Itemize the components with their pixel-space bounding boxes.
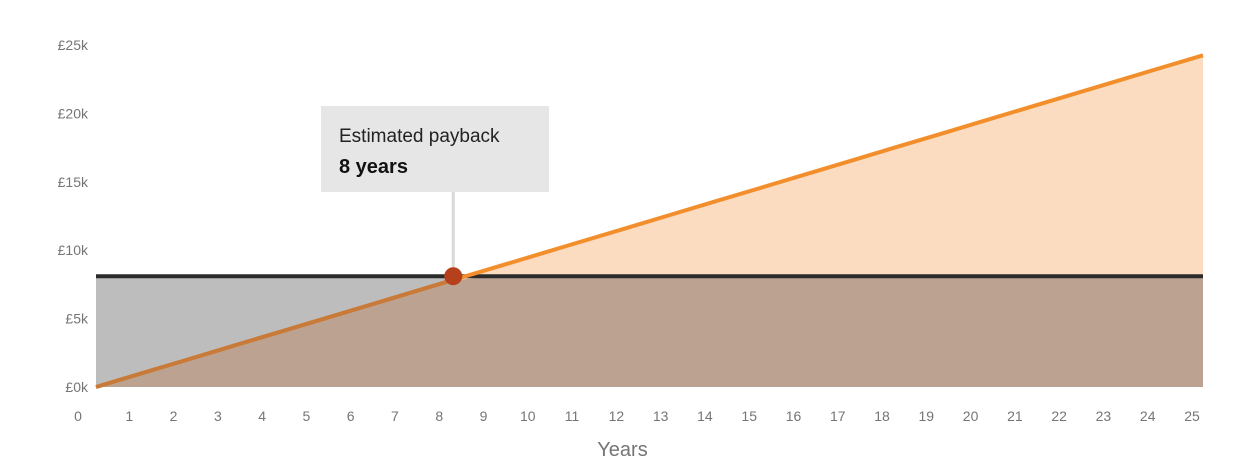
overlap-area [96,276,1203,387]
x-tick-label: 14 [697,408,713,424]
y-tick-label: £15k [58,174,89,190]
x-tick-label: 13 [653,408,669,424]
tooltip-box [321,106,549,192]
x-tick-label: 21 [1007,408,1023,424]
y-tick-label: £25k [58,37,89,53]
x-axis-title: Years [597,439,647,461]
x-tick-label: 0 [74,408,82,424]
x-tick-label: 5 [303,408,311,424]
y-tick-label: £20k [58,105,89,121]
x-tick-label: 12 [609,408,625,424]
x-tick-label: 7 [391,408,399,424]
savings-line-overlap [95,278,451,389]
x-tick-label: 11 [565,408,580,424]
x-tick-label: 1 [125,408,133,424]
tooltip-title: Estimated payback [339,126,500,147]
x-tick-label: 4 [258,408,266,424]
payback-point-marker[interactable] [444,267,463,286]
x-tick-label: 16 [786,408,802,424]
x-tick-label: 3 [214,408,222,424]
x-tick-label: 6 [347,408,355,424]
x-tick-label: 2 [170,408,178,424]
x-tick-label: 20 [963,408,979,424]
tooltip-value: 8 years [339,156,408,178]
y-tick-label: £10k [58,242,89,258]
x-axis: 0 1 2 3 4 5 6 7 8 9 10 11 12 13 14 15 16 17 18 19 20 21 22 23 24… [74,408,1200,424]
x-tick-label: 17 [830,408,846,424]
y-tick-label: £0k [65,379,89,395]
payback-tooltip[interactable]: Estimated payback 8 years [321,106,549,268]
x-tick-label: 23 [1096,408,1112,424]
x-tick-label: 24 [1140,408,1156,424]
x-tick-label: 10 [520,408,536,424]
y-tick-label: £5k [65,311,89,327]
x-tick-label: 19 [919,408,935,424]
x-tick-label: 9 [480,408,488,424]
x-tick-label: 18 [874,408,890,424]
x-tick-label: 25 [1184,408,1200,424]
plot-area [95,53,1204,389]
x-tick-label: 22 [1051,408,1067,424]
y-axis: £0k £5k £10k £15k £20k £25k [58,37,89,395]
x-tick-label: 15 [741,408,757,424]
x-tick-label: 8 [435,408,443,424]
